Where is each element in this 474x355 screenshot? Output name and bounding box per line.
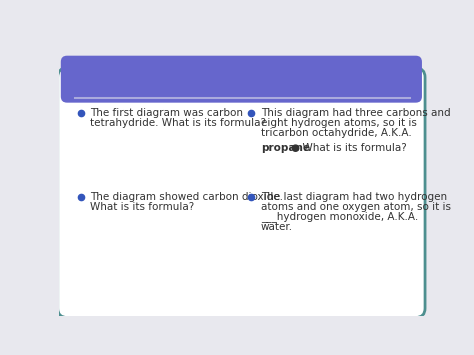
Text: eight hydrogen atoms, so it is: eight hydrogen atoms, so it is — [261, 119, 417, 129]
Text: The diagram showed carbon dioxide.: The diagram showed carbon dioxide. — [90, 192, 283, 202]
Bar — [67, 81, 416, 97]
Text: propane: propane — [261, 143, 310, 153]
Text: The last diagram had two hydrogen: The last diagram had two hydrogen — [261, 192, 447, 202]
Text: water.: water. — [261, 222, 293, 231]
Text: This diagram had three carbons and: This diagram had three carbons and — [261, 108, 450, 119]
Text: atoms and one oxygen atom, so it is: atoms and one oxygen atom, so it is — [261, 202, 451, 212]
Text: ●: ● — [290, 143, 299, 153]
Text: ___hydrogen monoxide, A.K.A.: ___hydrogen monoxide, A.K.A. — [261, 211, 418, 222]
Text: What is its formula?: What is its formula? — [90, 202, 194, 212]
FancyBboxPatch shape — [58, 68, 425, 317]
FancyBboxPatch shape — [61, 56, 422, 103]
Text: tetrahydride. What is its formula?: tetrahydride. What is its formula? — [90, 119, 266, 129]
Text: tricarbon octahydride, A.K.A.: tricarbon octahydride, A.K.A. — [261, 129, 411, 138]
Text: What is its formula?: What is its formula? — [296, 143, 407, 153]
Text: The first diagram was carbon: The first diagram was carbon — [90, 108, 243, 119]
